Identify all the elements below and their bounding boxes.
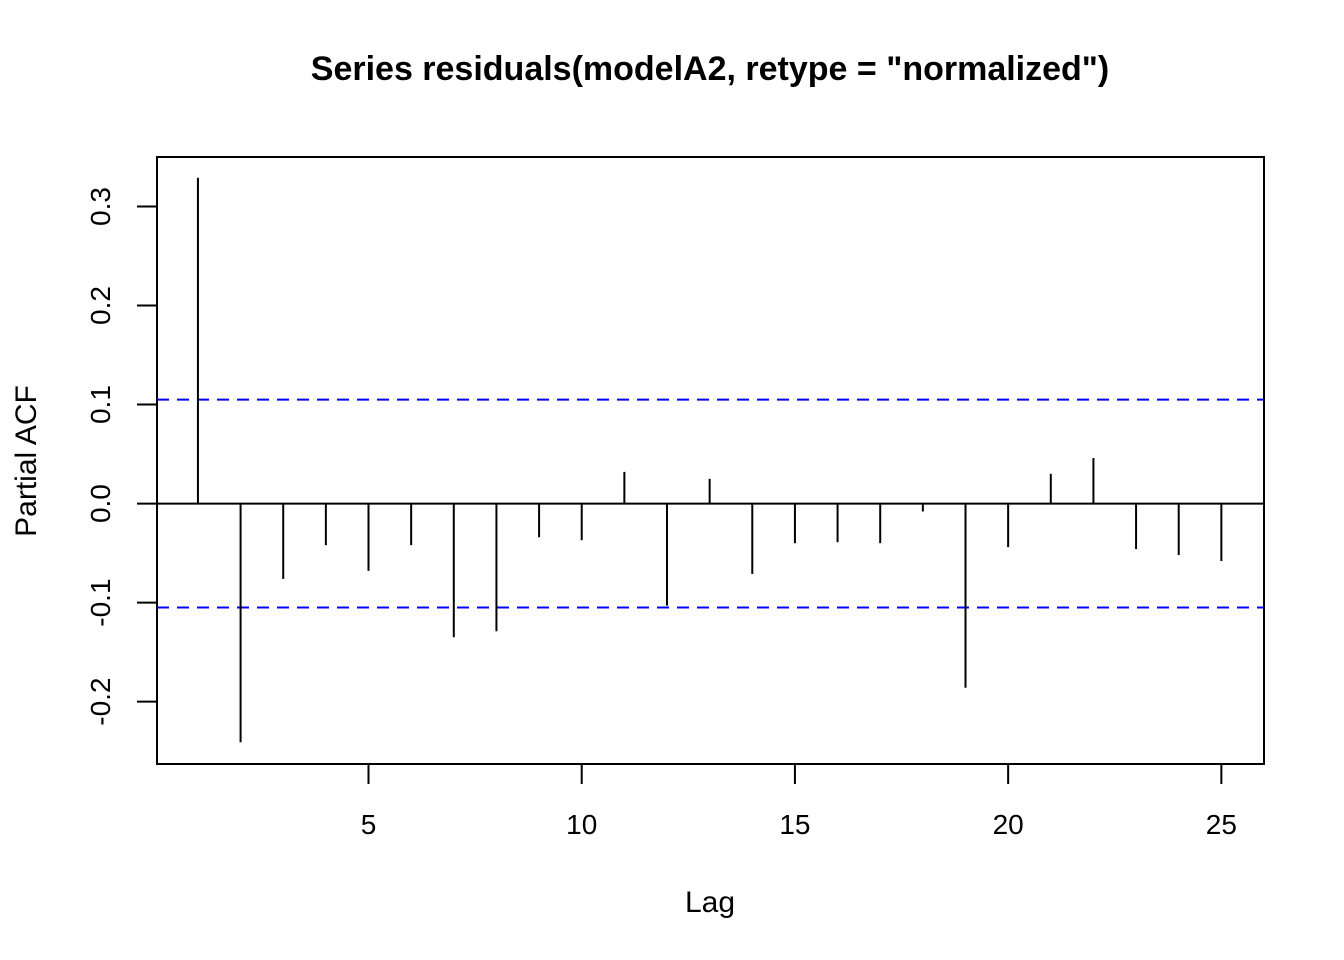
x-tick-label: 20	[993, 809, 1024, 840]
y-tick-label: 0.2	[85, 286, 116, 325]
y-axis: -0.2 -0.1 0.0 0.1 0.2 0.3	[85, 187, 158, 726]
confidence-bounds	[157, 398, 1264, 609]
x-axis-title: Lag	[685, 886, 735, 919]
y-tick-label: -0.1	[85, 578, 116, 626]
x-tick-label: 15	[779, 809, 810, 840]
plot-frame	[156, 156, 1265, 765]
y-tick-label: -0.2	[85, 677, 116, 725]
y-axis-title: Partial ACF	[10, 385, 43, 537]
y-tick-label: 0.1	[85, 385, 116, 424]
pacf-bars	[157, 177, 1264, 743]
x-tick-label: 5	[361, 809, 377, 840]
y-tick-label: 0.3	[85, 187, 116, 226]
y-tick-label: 0.0	[85, 484, 116, 523]
x-tick-label: 25	[1206, 809, 1237, 840]
x-axis: 5 10 15 20 25	[361, 763, 1237, 840]
x-tick-label: 10	[566, 809, 597, 840]
chart-title: Series residuals(modelA2, retype = "norm…	[311, 50, 1109, 88]
